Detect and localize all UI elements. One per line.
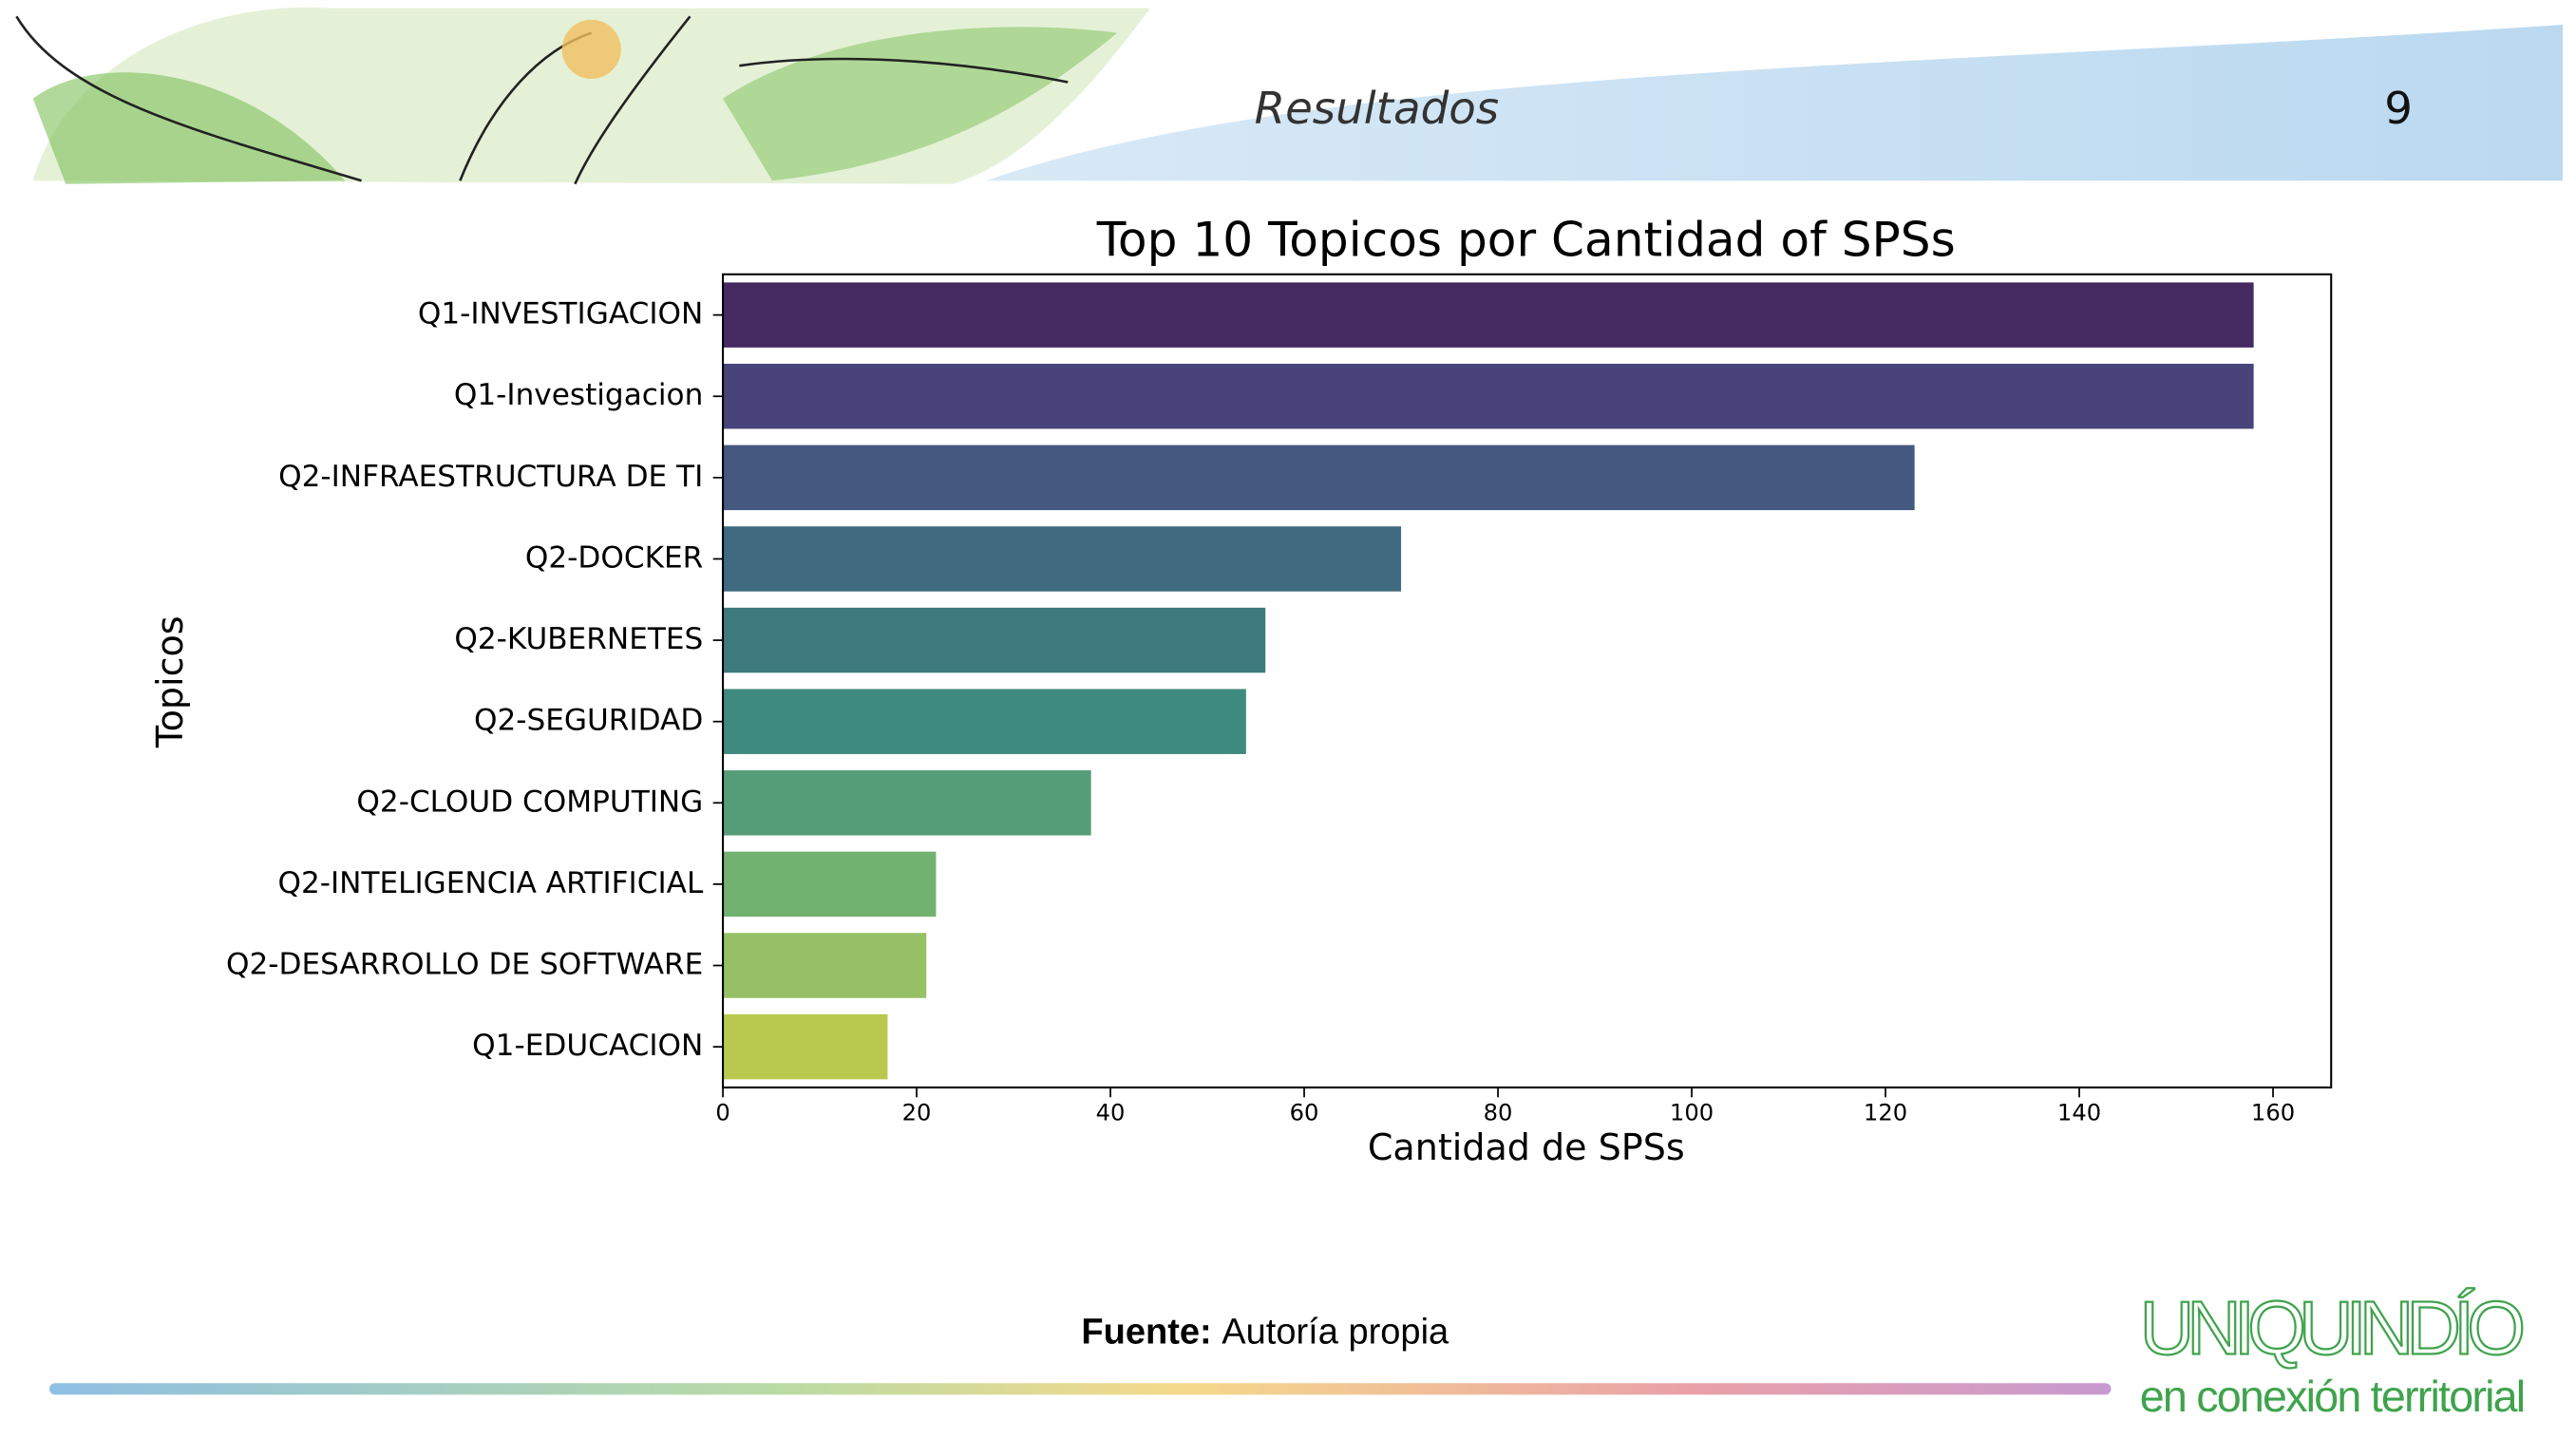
x-tick-label: 140 <box>2057 1100 2101 1126</box>
x-tick-label: 40 <box>1096 1100 1126 1126</box>
x-axis-label: Cantidad de SPSs <box>1368 1126 1685 1168</box>
y-tick-label: Q2-DESARROLLO DE SOFTWARE <box>226 948 703 982</box>
x-tick-label: 80 <box>1484 1100 1513 1126</box>
bar <box>723 445 1915 511</box>
y-tick-label: Q2-DOCKER <box>525 540 703 575</box>
bar <box>723 526 1402 592</box>
y-axis-label: Topicos <box>149 615 191 748</box>
x-tick-label: 160 <box>2251 1100 2295 1126</box>
y-tick-label: Q2-CLOUD COMPUTING <box>356 785 703 819</box>
chart: Top 10 Topicos por Cantidad of SPSs Cant… <box>149 211 2333 1168</box>
x-tick-label: 0 <box>715 1100 729 1126</box>
bar <box>723 689 1246 754</box>
x-tick-label: 100 <box>1670 1100 1714 1126</box>
bar <box>723 363 2254 429</box>
y-tick-label: Q2-INTELIGENCIA ARTIFICIAL <box>277 866 703 900</box>
footer-line <box>48 1383 2112 1395</box>
header-title: Resultados <box>1255 84 1500 135</box>
header-decoration <box>15 7 2564 185</box>
y-tick-label: Q2-INFRAESTRUCTURA DE TI <box>278 460 703 494</box>
y-tick-label: Q1-INVESTIGACION <box>418 297 703 331</box>
source-label: Fuente: <box>1081 1312 1211 1352</box>
y-tick-label: Q1-EDUCACION <box>472 1029 703 1063</box>
y-tick-label: Q2-KUBERNETES <box>454 622 703 656</box>
y-tick-label: Q1-Investigacion <box>454 378 703 412</box>
plot-frame <box>722 273 2333 1088</box>
bar <box>723 607 1266 673</box>
source-note: Fuente: Autoría propia <box>1081 1312 1449 1352</box>
logo-tagline: en conexión territorial <box>2140 1372 2526 1421</box>
page-number: 9 <box>2384 84 2413 135</box>
x-tick-label: 20 <box>902 1100 932 1126</box>
bar <box>723 933 927 998</box>
bar <box>723 770 1091 836</box>
x-tick-label: 60 <box>1290 1100 1319 1126</box>
bar <box>723 851 937 918</box>
x-tick-label: 120 <box>1864 1100 1907 1126</box>
chart-title: Top 10 Topicos por Cantidad of SPSs <box>1096 211 1956 267</box>
y-tick-label: Q2-SEGURIDAD <box>474 704 703 738</box>
bar <box>723 1013 888 1080</box>
bar <box>723 282 2254 348</box>
logo-name: UNIQUINDÍO <box>2140 1285 2526 1370</box>
source-text: Autoría propia <box>1222 1312 1449 1352</box>
